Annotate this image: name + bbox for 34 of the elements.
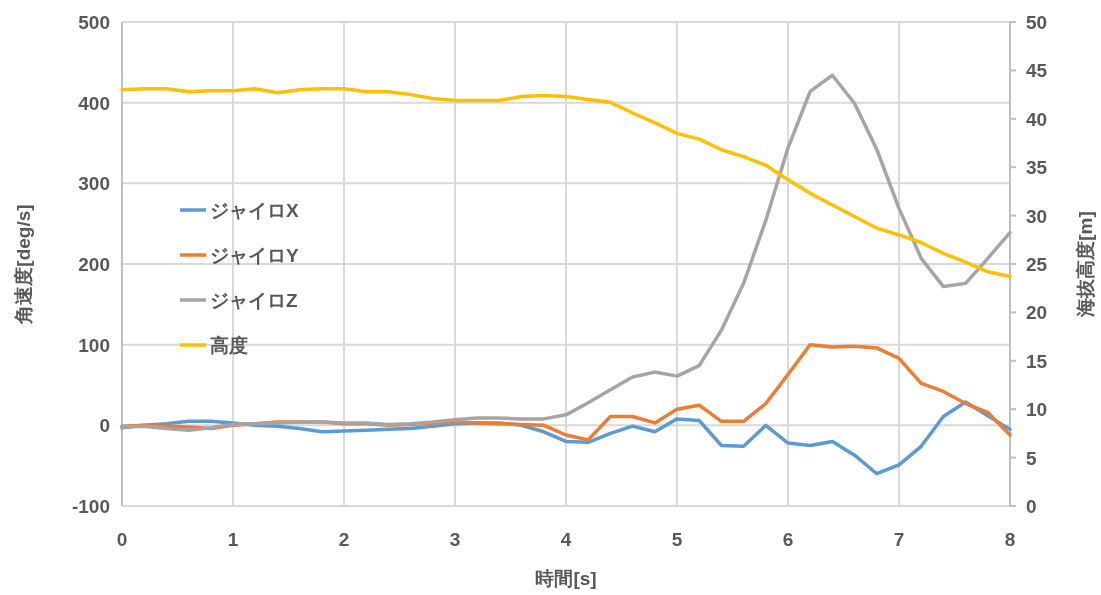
y2-tick-label: 30 bbox=[1026, 205, 1048, 227]
y2-tick-label: 25 bbox=[1026, 254, 1048, 275]
y2-tick-label: 45 bbox=[1026, 60, 1048, 82]
legend-label: ジャイロX bbox=[210, 200, 299, 221]
y2-tick-label: 10 bbox=[1026, 399, 1048, 421]
x-tick-label: 4 bbox=[560, 529, 572, 550]
legend-label: 高度 bbox=[210, 335, 248, 356]
y-tick-label: 100 bbox=[78, 334, 110, 356]
legend-label: ジャイロZ bbox=[210, 290, 298, 311]
x-tick-label: 2 bbox=[338, 529, 350, 550]
x-tick-label: 8 bbox=[1004, 529, 1016, 550]
y-tick-label: 200 bbox=[78, 254, 110, 275]
y-tick-label: 300 bbox=[78, 173, 110, 195]
legend-label: ジャイロY bbox=[210, 245, 299, 266]
y2-axis-title: 海抜高度[m] bbox=[1075, 211, 1096, 318]
y2-tick-label: 0 bbox=[1026, 496, 1037, 517]
y-tick-label: 500 bbox=[78, 12, 110, 33]
x-axis-title: 時間[s] bbox=[535, 568, 597, 589]
y2-tick-label: 50 bbox=[1026, 12, 1048, 33]
y-tick-label: 400 bbox=[78, 92, 110, 114]
y2-tick-label: 5 bbox=[1026, 447, 1037, 469]
y2-tick-label: 20 bbox=[1026, 302, 1048, 324]
x-tick-label: 0 bbox=[116, 529, 128, 550]
x-tick-label: 7 bbox=[893, 529, 905, 550]
y2-tick-label: 40 bbox=[1026, 108, 1048, 130]
x-tick-label: 6 bbox=[782, 529, 794, 550]
y-tick-label: -100 bbox=[71, 496, 110, 517]
x-tick-label: 3 bbox=[449, 529, 461, 550]
y2-tick-label: 35 bbox=[1026, 157, 1048, 179]
y-tick-label: 0 bbox=[99, 415, 110, 437]
y2-tick-label: 15 bbox=[1026, 350, 1048, 372]
x-tick-label: 5 bbox=[671, 529, 683, 550]
x-tick-label: 1 bbox=[227, 529, 239, 550]
y-axis-title: 角速度[deg/s] bbox=[13, 204, 34, 325]
